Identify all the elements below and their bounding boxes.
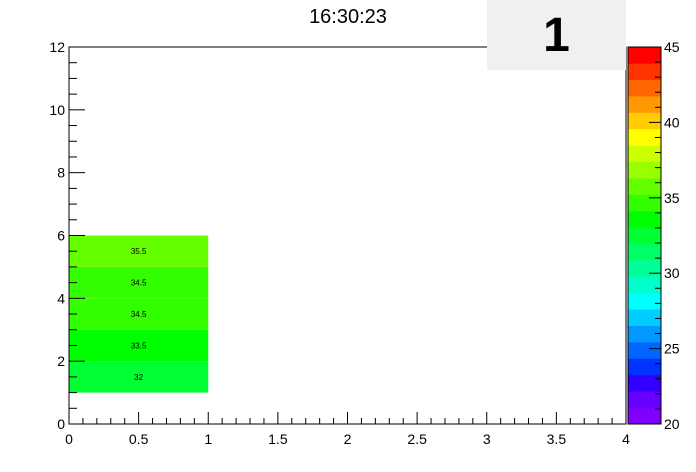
chart-title: 16:30:23 (309, 6, 387, 28)
color-bar-tick-label: 40 (664, 114, 680, 130)
x-tick-label: 4 (622, 431, 630, 447)
color-bar-tick-label: 30 (664, 265, 680, 281)
heatmap-cells: 32 33.5 34.5 34.5 35.5 (69, 235, 209, 393)
cell-value-label: 35.5 (131, 247, 147, 256)
color-bar-segment (628, 128, 661, 146)
y-tick-label: 10 (49, 102, 65, 118)
color-bar-segment (628, 227, 661, 244)
x-tick-label: 0 (65, 431, 73, 447)
color-bar-segment (628, 96, 661, 113)
color-bar-tick-label: 45 (664, 39, 680, 55)
color-bar-segment (628, 161, 661, 179)
heatmap-cell (69, 329, 209, 362)
color-bar-segment (628, 79, 661, 97)
cell-value-label: 32 (134, 373, 143, 382)
color-bar-segment (628, 210, 661, 228)
y-tick-label: 0 (57, 416, 65, 432)
color-bar-segment (628, 292, 661, 310)
color-bar-segment (628, 358, 661, 376)
x-tick-label: 2.5 (407, 431, 427, 447)
color-bar-tick-label: 25 (664, 341, 680, 357)
color-bar-segment (628, 194, 661, 212)
color-bar-segment (628, 243, 661, 261)
color-bar-segment (628, 145, 661, 163)
y-tick-label: 2 (57, 353, 65, 369)
pad-number-badge: 1 (487, 0, 626, 70)
color-bar-segment (628, 342, 661, 359)
color-bar-segment (628, 407, 661, 425)
x-tick-label: 0.5 (129, 431, 149, 447)
color-bar-tick-label: 35 (664, 190, 680, 206)
y-tick-label: 12 (49, 39, 65, 55)
color-bar-segment (628, 374, 661, 392)
x-tick-label: 1 (204, 431, 212, 447)
x-tick-label: 3 (483, 431, 491, 447)
x-tick-label: 1.5 (268, 431, 288, 447)
cell-value-label: 34.5 (131, 310, 147, 319)
color-bar-tick-label: 20 (664, 416, 680, 432)
color-bar-segment (628, 47, 661, 64)
color-bar-segment (628, 112, 661, 130)
y-tick-label: 8 (57, 165, 65, 181)
heatmap-cell (69, 235, 209, 267)
color-bar-border (627, 46, 662, 425)
color-bar-segment (628, 260, 661, 277)
color-bar-segment (628, 325, 661, 343)
color-bar-segment (628, 391, 661, 408)
x-tick-label: 3.5 (547, 431, 567, 447)
y-tick-label: 4 (57, 290, 65, 306)
color-bar-segment (628, 276, 661, 294)
cell-value-label: 34.5 (131, 279, 147, 288)
x-axis: 0 0.5 1 1.5 2 2.5 3 3.5 4 (65, 412, 630, 447)
color-bar-segment (628, 63, 661, 81)
x-tick-label: 2 (344, 431, 352, 447)
y-tick-label: 6 (57, 228, 65, 244)
heatmap-cell (69, 361, 209, 393)
color-bar-segment (628, 178, 661, 195)
heatmap-cell (69, 298, 209, 330)
y-axis: 0 2 4 6 8 10 12 (49, 39, 85, 432)
color-bar-segment (628, 309, 661, 326)
color-bar: 20 25 30 35 40 45 (627, 39, 680, 432)
heatmap-cell (69, 266, 209, 299)
cell-value-label: 33.5 (131, 341, 147, 350)
